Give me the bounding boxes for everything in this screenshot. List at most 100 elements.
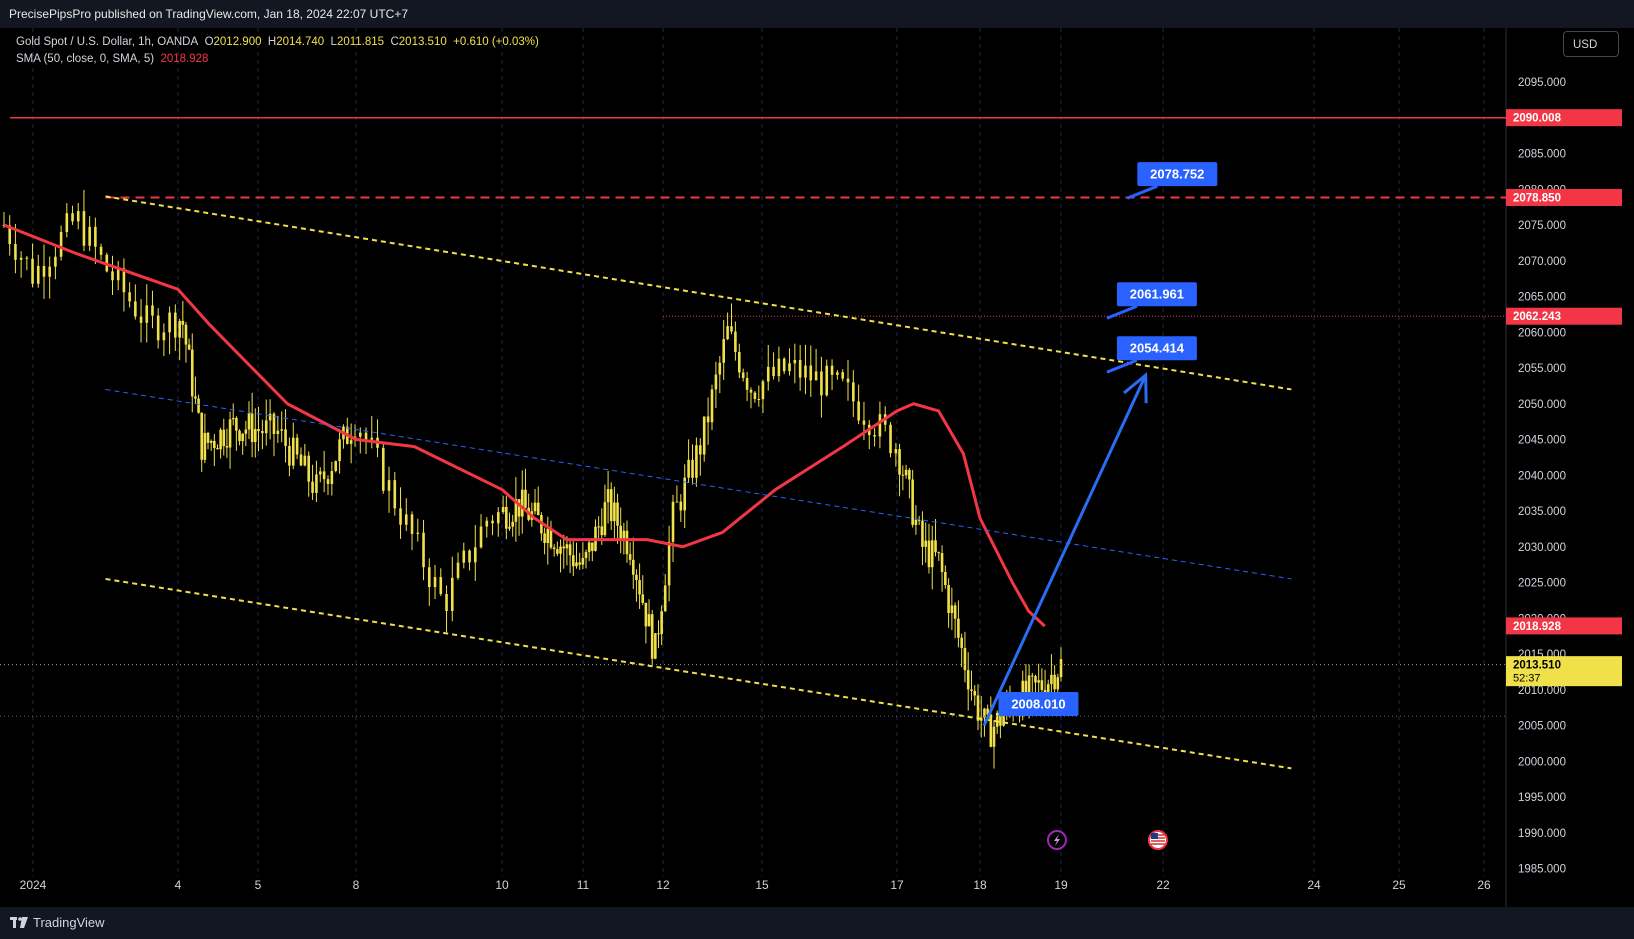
brand-name: TradingView: [33, 915, 105, 930]
candle-body: [111, 271, 114, 281]
candle-body: [276, 430, 280, 434]
candle-body: [280, 429, 283, 431]
candle-body: [450, 577, 454, 612]
candle-body: [82, 211, 86, 246]
candle-body: [187, 344, 191, 350]
tradingview-logo[interactable]: TradingView: [10, 915, 105, 930]
currency-button[interactable]: USD: [1563, 31, 1619, 57]
candle-body: [151, 305, 154, 316]
candle-body: [565, 544, 569, 549]
candle-body: [699, 445, 702, 455]
candle-body: [54, 256, 57, 267]
x-tick-label: 17: [890, 878, 904, 892]
candle-body: [745, 378, 749, 390]
candle-body: [927, 540, 931, 568]
y-tick-label: 2040.000: [1518, 470, 1566, 482]
candle-body: [88, 226, 91, 246]
candle-body: [288, 445, 291, 466]
candle-body: [814, 371, 818, 381]
symbol-label[interactable]: Gold Spot / U.S. Dollar, 1h, OANDA: [16, 36, 199, 48]
candle-body: [635, 574, 638, 581]
high-value: 2014.740: [276, 36, 325, 48]
candle-body: [222, 429, 226, 447]
callout-box: [998, 691, 1079, 716]
candle-body: [410, 514, 414, 534]
candle-body: [128, 292, 131, 302]
price-badge: [1506, 109, 1622, 127]
candle-body: [788, 363, 791, 372]
candle-body: [901, 474, 905, 476]
price-chart[interactable]: 2078.752 2061.961 2054.414 2008.010 2095.000…: [0, 28, 1634, 907]
candle-body: [505, 506, 508, 529]
candle-body: [76, 211, 80, 222]
candle-body: [194, 396, 197, 399]
candle-body: [253, 429, 257, 443]
candle-body: [268, 413, 272, 421]
candle-body: [706, 416, 710, 423]
candle-body: [404, 514, 408, 525]
candle-body: [934, 540, 937, 553]
candle-body: [543, 533, 546, 543]
candle-body: [734, 331, 737, 352]
candle-body: [244, 429, 248, 434]
candle-body: [737, 351, 741, 373]
candle-body: [14, 244, 17, 260]
candle-body: [508, 526, 511, 529]
candle-body: [178, 320, 181, 338]
y-tick-label: 2060.000: [1518, 327, 1566, 339]
candle-body: [485, 520, 489, 527]
price-badge: [1506, 307, 1622, 325]
chart-legend: Gold Spot / U.S. Dollar, 1h, OANDA O2012…: [16, 34, 539, 68]
candle-body: [924, 540, 928, 547]
candle-body: [622, 530, 626, 541]
price-badge-label: 2090.008: [1513, 113, 1562, 125]
candle-body: [793, 359, 797, 364]
candle-body: [671, 501, 675, 542]
candle-body: [326, 479, 330, 484]
candle-body: [295, 437, 299, 455]
candle-body: [628, 554, 632, 560]
candle-body: [741, 372, 745, 379]
candle-body: [238, 430, 241, 442]
candle-body: [225, 446, 229, 448]
y-tick-label: 1985.000: [1518, 864, 1566, 876]
x-tick-label: 11: [577, 878, 590, 892]
candle-body: [772, 366, 775, 377]
candle-body: [613, 502, 616, 522]
candle-body: [216, 448, 219, 450]
candle-body: [533, 502, 537, 512]
candle-body: [873, 435, 876, 437]
candle-body: [552, 547, 556, 550]
candle-body: [303, 455, 307, 466]
y-tick-label: 2055.000: [1518, 363, 1566, 375]
candle-body: [556, 549, 559, 554]
callout-box: [1116, 282, 1197, 307]
candle-body: [71, 213, 74, 222]
candle-body: [830, 365, 834, 375]
candle-body: [944, 571, 947, 586]
candle-body: [1030, 675, 1034, 677]
y-tick-label: 2025.000: [1518, 578, 1566, 590]
chart-area[interactable]: 2078.752 2061.961 2054.414 2008.010 2095.000…: [0, 28, 1634, 907]
candle-body: [1050, 674, 1053, 685]
candle-body: [841, 372, 844, 379]
candle-body: [536, 502, 540, 516]
candle-body: [983, 708, 986, 718]
y-tick-label: 1990.000: [1518, 828, 1566, 840]
y-tick-label: 2000.000: [1518, 756, 1566, 768]
sma-label[interactable]: SMA (50, close, 0, SMA, 5): [16, 53, 155, 65]
candle-body: [501, 506, 505, 513]
published-header: PrecisePipsPro published on TradingView.…: [0, 0, 1634, 28]
candle-body: [1034, 676, 1037, 683]
candle-body: [606, 489, 610, 503]
candle-body: [999, 712, 1002, 726]
candle-body: [757, 398, 761, 400]
price-badge: [1506, 617, 1622, 635]
y-tick-label: 2050.000: [1518, 399, 1566, 411]
sma-value: 2018.928: [160, 53, 209, 65]
callout-label: 2078.752: [1150, 167, 1204, 182]
candle-body: [48, 266, 51, 277]
candle-body: [399, 508, 402, 525]
x-tick-label: 5: [255, 878, 262, 892]
countdown-label: 52:37: [1513, 673, 1541, 685]
